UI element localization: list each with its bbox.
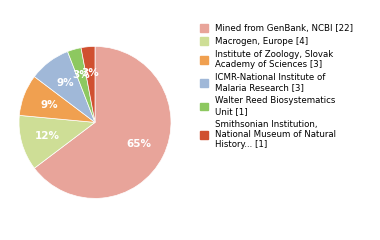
Text: 3%: 3% — [82, 68, 99, 78]
Wedge shape — [34, 52, 95, 122]
Wedge shape — [19, 77, 95, 122]
Text: 12%: 12% — [35, 131, 60, 141]
Text: 9%: 9% — [40, 100, 58, 109]
Text: 3%: 3% — [73, 70, 90, 80]
Text: 9%: 9% — [56, 78, 74, 88]
Wedge shape — [68, 48, 95, 122]
Legend: Mined from GenBank, NCBI [22], Macrogen, Europe [4], Institute of Zoology, Slova: Mined from GenBank, NCBI [22], Macrogen,… — [198, 22, 355, 151]
Text: 65%: 65% — [127, 139, 152, 150]
Wedge shape — [81, 46, 95, 122]
Wedge shape — [34, 46, 171, 198]
Wedge shape — [19, 115, 95, 168]
